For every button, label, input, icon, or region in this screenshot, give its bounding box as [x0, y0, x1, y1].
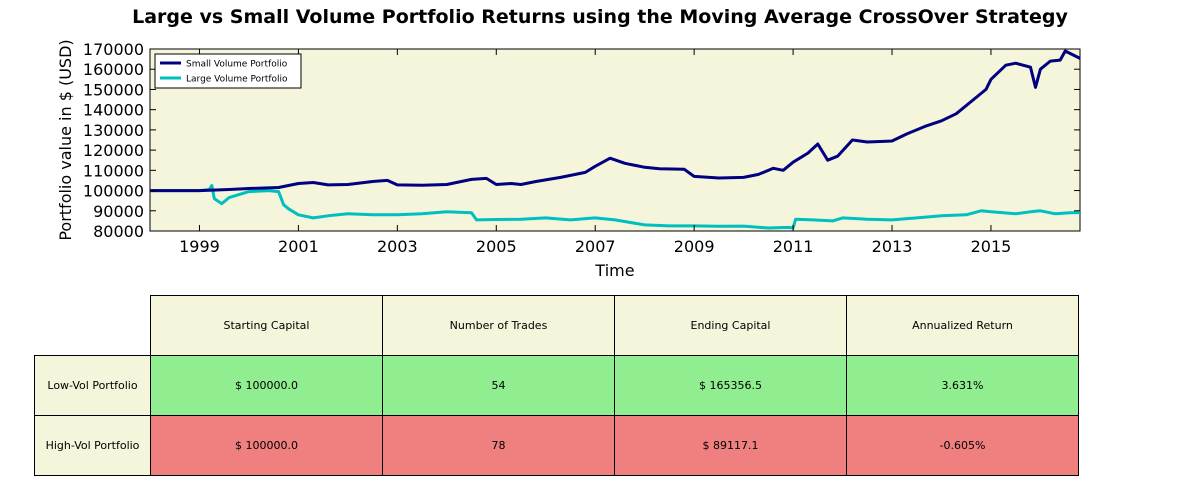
y-tick-label: 150000 — [83, 80, 144, 99]
results-table: Starting Capital Number of Trades Ending… — [34, 295, 1079, 476]
x-tick-label: 2003 — [377, 237, 418, 256]
table-header-cell: Annualized Return — [846, 295, 1079, 356]
table-header-cell: Number of Trades — [382, 295, 615, 356]
y-tick-label: 100000 — [83, 182, 144, 201]
series-line-large-volume — [150, 184, 1081, 230]
x-tick-label: 2015 — [971, 237, 1012, 256]
x-tick-label: 2011 — [773, 237, 814, 256]
y-tick-label: 90000 — [93, 202, 144, 221]
legend-label-large-volume: Large Volume Portfolio — [186, 75, 288, 85]
y-tick-label: 110000 — [83, 161, 144, 180]
y-tick-label: 130000 — [83, 121, 144, 140]
legend: Small Volume Portfolio Large Volume Port… — [154, 53, 302, 89]
y-tick-label: 160000 — [83, 60, 144, 79]
series-line-small-volume — [150, 49, 1081, 193]
y-axis-label: Portfolio value in $ (USD) — [56, 39, 75, 240]
table-cell: $ 100000.0 — [150, 415, 383, 476]
legend-label-small-volume: Small Volume Portfolio — [186, 60, 288, 70]
y-tick-label: 120000 — [83, 141, 144, 160]
table-row-low-vol: Low-Vol Portfolio $ 100000.0 54 $ 165356… — [34, 355, 1079, 416]
plot-area — [149, 48, 1081, 232]
table-row-label: Low-Vol Portfolio — [34, 355, 151, 416]
y-tick-label: 140000 — [83, 101, 144, 120]
x-tick-label: 2009 — [674, 237, 715, 256]
table-corner-cell — [35, 296, 151, 356]
x-tick-label: 2013 — [872, 237, 913, 256]
chart-title: Large vs Small Volume Portfolio Returns … — [132, 6, 1068, 28]
table-cell: $ 89117.1 — [614, 415, 847, 476]
table-cell: 3.631% — [846, 355, 1079, 416]
line-chart: 1999 2001 2003 2005 2007 2009 2011 2013 2015 8000… — [56, 39, 1081, 280]
table-cell: $ 165356.5 — [614, 355, 847, 416]
table-header-row: Starting Capital Number of Trades Ending… — [35, 295, 1079, 356]
x-tick-label: 2007 — [575, 237, 616, 256]
x-tick-label: 2005 — [476, 237, 517, 256]
legend-box — [154, 53, 302, 89]
table-cell: 78 — [382, 415, 615, 476]
y-tick-label: 170000 — [83, 40, 144, 59]
table-cell: 54 — [382, 355, 615, 416]
y-tick-label: 80000 — [93, 222, 144, 241]
series-layer — [150, 49, 1081, 230]
x-tick-label: 2001 — [278, 237, 319, 256]
table-row-label: High-Vol Portfolio — [34, 415, 151, 476]
table-row-high-vol: High-Vol Portfolio $ 100000.0 78 $ 89117… — [34, 415, 1079, 476]
table-cell: $ 100000.0 — [150, 355, 383, 416]
table-header-cell: Ending Capital — [614, 295, 847, 356]
table-header-cell: Starting Capital — [150, 295, 383, 356]
axis-layer: 1999 2001 2003 2005 2007 2009 2011 2013 2015 8000… — [83, 40, 1080, 256]
x-tick-label: 1999 — [179, 237, 220, 256]
x-axis-label: Time — [594, 261, 634, 280]
table-cell: -0.605% — [846, 415, 1079, 476]
